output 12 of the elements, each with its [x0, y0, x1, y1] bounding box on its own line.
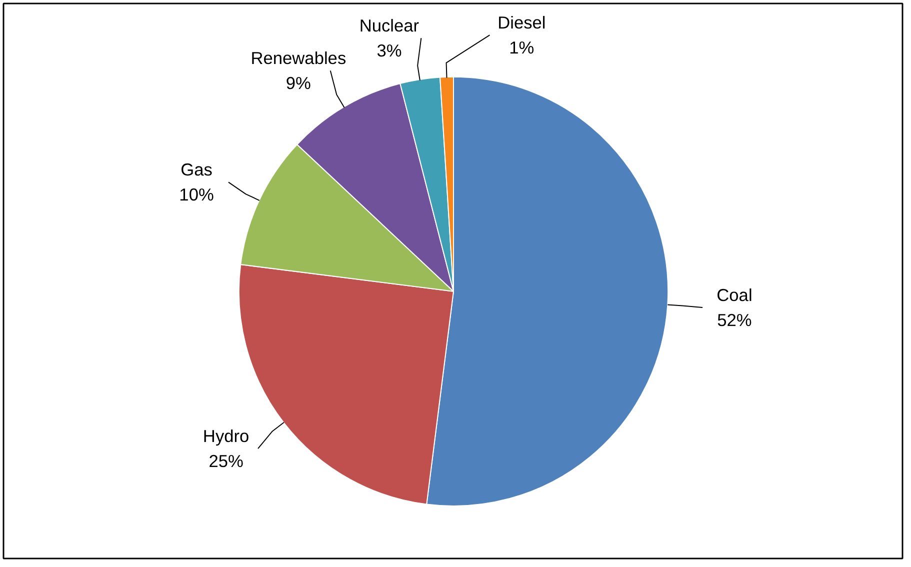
- slice-label: Nuclear: [359, 16, 420, 36]
- data-label: 52%: [717, 310, 752, 330]
- data-label: 9%: [286, 73, 311, 94]
- slice-label: Hydro: [202, 426, 250, 446]
- slice-label: Diesel: [498, 12, 546, 33]
- slice-label: Coal: [716, 284, 752, 305]
- data-label: 3%: [376, 40, 402, 61]
- data-label: 25%: [208, 451, 244, 472]
- slice-label: Gas: [180, 160, 213, 180]
- data-label: 1%: [509, 38, 534, 58]
- slice-label: Renewables: [250, 48, 346, 68]
- data-label: 10%: [179, 184, 214, 205]
